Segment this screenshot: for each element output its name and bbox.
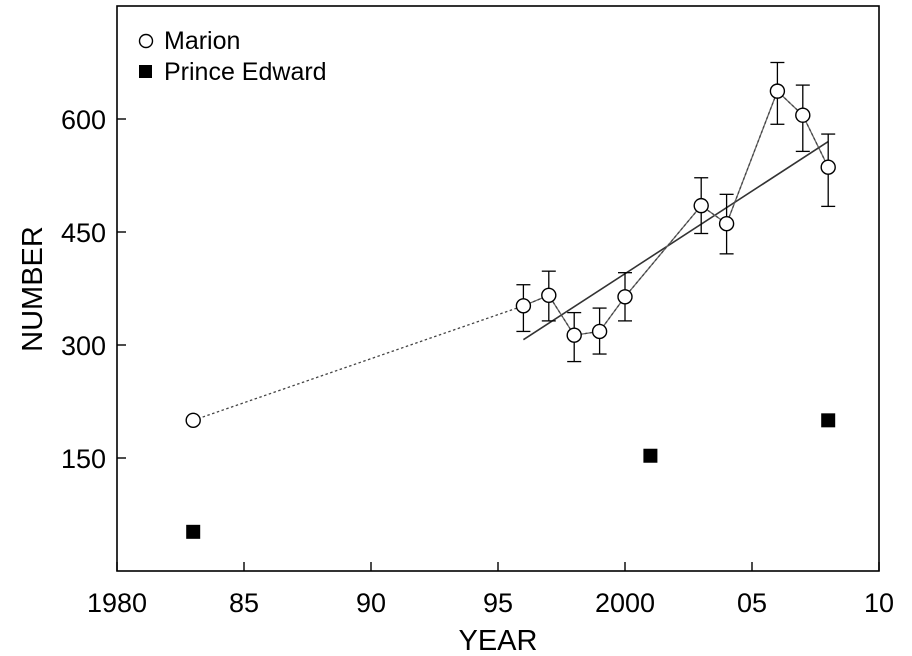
prince-edward-point [643,448,658,463]
legend-marker-prince-edward [139,65,152,78]
y-tick-label: 600 [61,105,106,135]
marion-dotted-line [192,89,829,421]
plot-frame [116,5,880,572]
prince-edward-point [821,413,836,428]
dotted-connectors [192,89,829,421]
x-tick-label: 2000 [595,588,655,618]
x-tick-label: 05 [737,588,767,618]
marion-point [795,107,811,123]
x-tick-label: 85 [229,588,259,618]
marion-point [541,287,557,303]
marion-point [185,412,201,429]
y-tick-label: 150 [61,444,106,474]
smoothed-line [523,89,829,336]
y-axis-title: NUMBER [17,226,49,352]
y-tick-label: 300 [61,331,106,361]
x-tick-label: 1980 [87,588,147,618]
linear-trend-line [522,140,829,341]
x-tick-label: 95 [483,588,513,618]
marion-point [591,323,608,340]
prince-edward-point [186,524,201,539]
marion-point [718,216,735,232]
x-tick-label: 90 [356,588,386,618]
markers [185,83,836,539]
marion-point [820,159,836,175]
marion-point [515,298,532,314]
x-axis-title: YEAR [459,625,538,656]
error-bars [516,61,836,363]
legend: Marion Prince Edward [138,27,327,86]
marion-point [693,197,709,214]
x-tick-label: 10 [864,588,894,618]
marion-point [769,83,786,99]
marion-point [617,289,633,305]
legend-label-marion: Marion [164,27,240,55]
fit-lines [522,89,829,341]
marion-point [566,327,582,343]
y-tick-label: 450 [61,218,106,248]
legend-label-prince-edward: Prince Edward [164,58,327,86]
x-axis-ticks: 1980 85 90 95 2000 05 10 [87,562,894,618]
legend-marker-marion [138,33,154,49]
y-axis-ticks: 150 300 450 600 [61,105,126,474]
